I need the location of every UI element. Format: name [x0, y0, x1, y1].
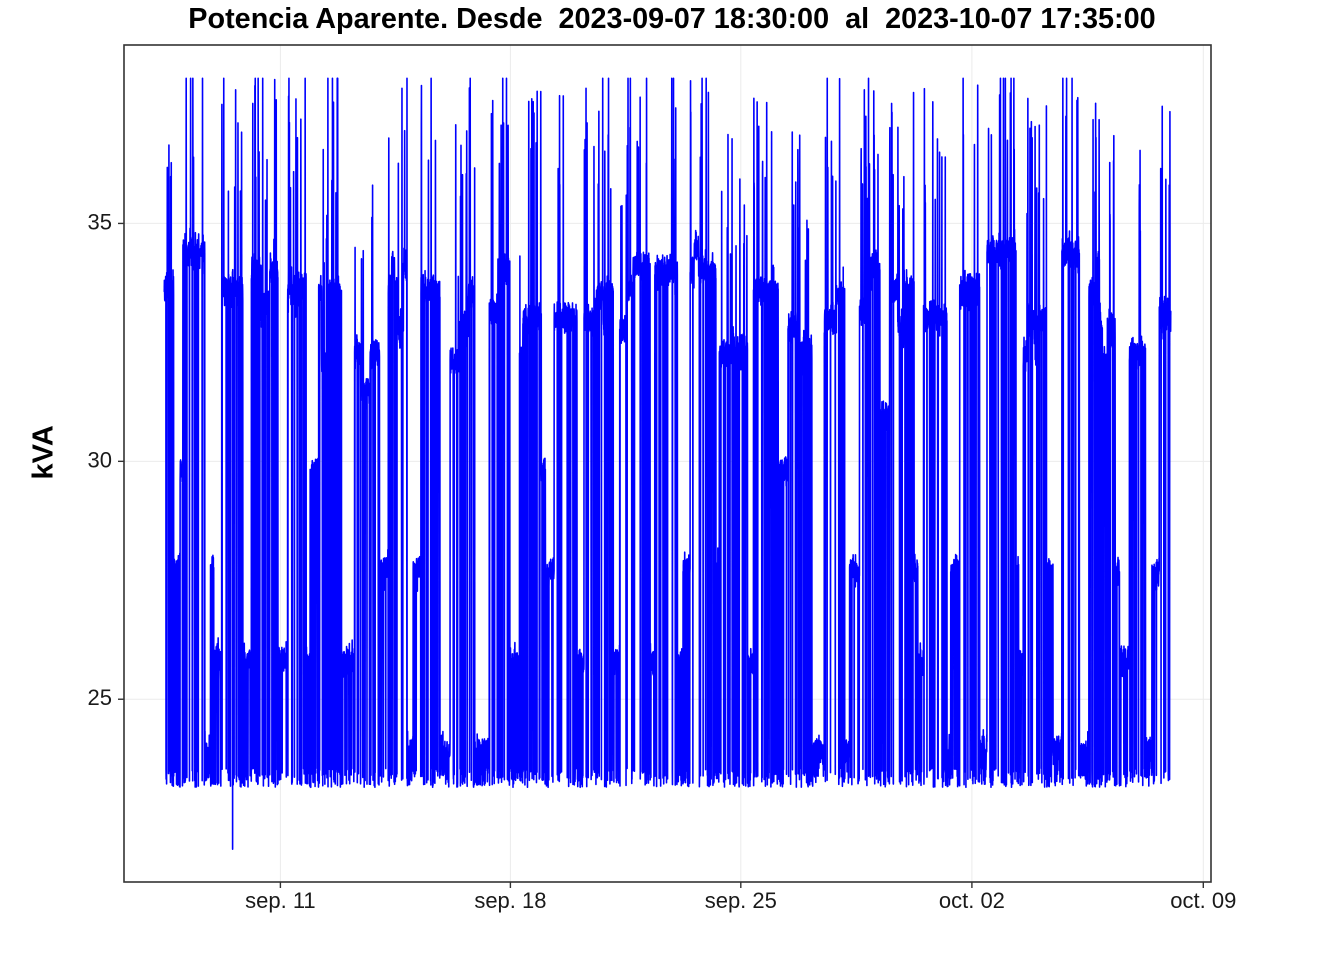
svg-text:oct. 09: oct. 09: [1170, 888, 1236, 913]
svg-text:oct. 02: oct. 02: [939, 888, 1005, 913]
svg-text:sep. 18: sep. 18: [474, 888, 546, 913]
svg-text:sep. 11: sep. 11: [245, 888, 316, 913]
svg-text:sep. 25: sep. 25: [705, 888, 777, 913]
svg-text:30: 30: [88, 447, 112, 472]
svg-text:35: 35: [88, 209, 112, 234]
svg-text:25: 25: [88, 685, 112, 710]
